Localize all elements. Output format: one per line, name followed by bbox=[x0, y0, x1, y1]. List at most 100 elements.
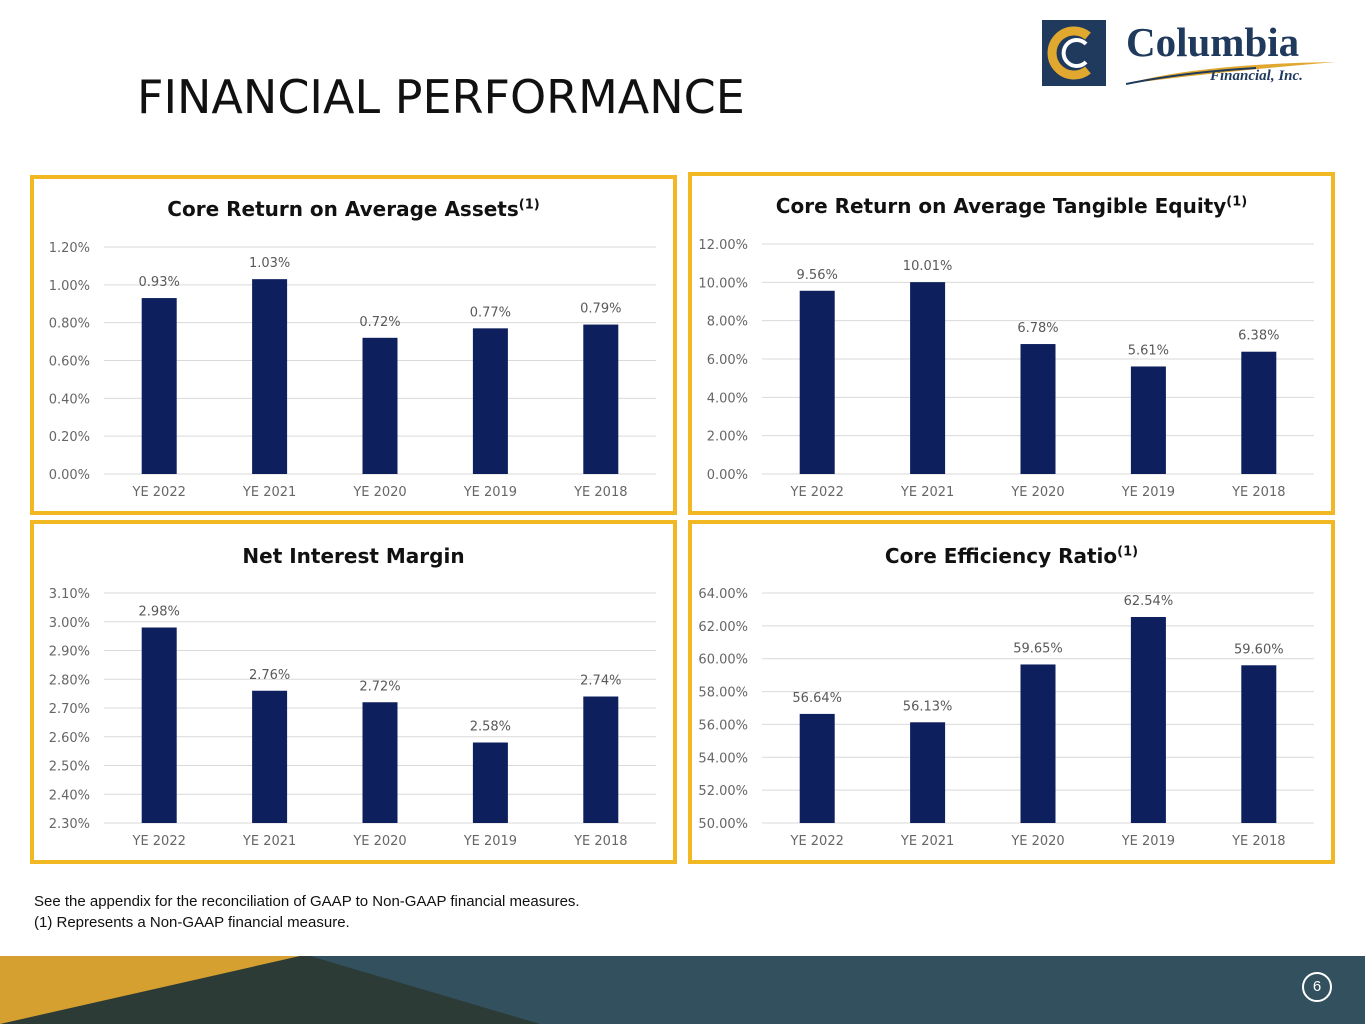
bar bbox=[252, 279, 288, 474]
data-label: 1.03% bbox=[249, 256, 290, 271]
y-tick-label: 0.80% bbox=[49, 317, 90, 332]
y-tick-label: 2.00% bbox=[707, 430, 748, 445]
bar bbox=[1241, 351, 1277, 474]
y-tick-label: 10.00% bbox=[698, 276, 748, 291]
x-tick-label: YE 2021 bbox=[242, 485, 296, 500]
data-label: 56.13% bbox=[903, 699, 953, 714]
y-tick-label: 2.90% bbox=[49, 645, 90, 660]
x-tick-label: YE 2022 bbox=[790, 834, 844, 849]
y-tick-label: 52.00% bbox=[698, 784, 748, 799]
bar bbox=[472, 328, 508, 474]
bar-chart-plot: 0.00% 0.20% 0.40% 0.60% 0.80% 1.00% 1.20% 0.93%… bbox=[49, 241, 656, 500]
bar bbox=[799, 290, 835, 474]
chart-title: Core Efficiency Ratio(1) bbox=[884, 544, 1139, 568]
y-tick-label: 1.20% bbox=[49, 241, 90, 256]
x-tick-label: YE 2020 bbox=[1010, 485, 1064, 500]
y-tick-label: 50.00% bbox=[698, 817, 748, 832]
y-tick-label: 12.00% bbox=[698, 238, 748, 253]
y-tick-label: 0.60% bbox=[49, 355, 90, 370]
x-tick-label: YE 2019 bbox=[1121, 834, 1175, 849]
data-label: 0.72% bbox=[359, 315, 400, 330]
bar bbox=[472, 742, 508, 823]
y-tick-label: 4.00% bbox=[707, 391, 748, 406]
logo-wordmark: Columbia bbox=[1126, 19, 1300, 65]
bar-chart-plot: 0.00% 2.00% 4.00% 6.00% 8.00% 10.00% 12.00% 9.5… bbox=[698, 238, 1314, 500]
y-tick-label: 0.00% bbox=[707, 468, 748, 483]
data-label: 0.93% bbox=[139, 275, 180, 290]
data-label: 0.79% bbox=[580, 302, 621, 317]
bar-chart-plot: 50.00% 52.00% 54.00% 56.00% 58.00% 60.00% 62.0… bbox=[698, 587, 1314, 849]
y-tick-label: 8.00% bbox=[707, 315, 748, 330]
data-label: 59.65% bbox=[1013, 641, 1063, 656]
bar bbox=[1241, 665, 1277, 823]
data-label: 62.54% bbox=[1124, 594, 1174, 609]
y-tick-label: 0.40% bbox=[49, 392, 90, 407]
y-tick-label: 2.50% bbox=[49, 760, 90, 775]
bar bbox=[252, 690, 288, 823]
footnotes: See the appendix for the reconciliation … bbox=[34, 891, 580, 933]
bar bbox=[910, 282, 946, 474]
y-tick-label: 64.00% bbox=[698, 587, 748, 602]
x-tick-label: YE 2022 bbox=[132, 834, 186, 849]
y-tick-label: 2.30% bbox=[49, 817, 90, 832]
x-tick-label: YE 2020 bbox=[1010, 834, 1064, 849]
y-tick-label: 56.00% bbox=[698, 718, 748, 733]
chart-core-efficiency-ratio: Core Efficiency Ratio(1) 50.00% 52.00% 54.… bbox=[688, 520, 1335, 864]
y-tick-label: 0.20% bbox=[49, 430, 90, 445]
page-title: FINANCIAL PERFORMANCE bbox=[137, 70, 745, 124]
bar bbox=[1020, 344, 1056, 474]
bar bbox=[799, 713, 835, 823]
y-tick-label: 0.00% bbox=[49, 468, 90, 483]
x-tick-label: YE 2020 bbox=[352, 485, 406, 500]
data-label: 10.01% bbox=[903, 259, 953, 274]
x-tick-label: YE 2019 bbox=[463, 834, 517, 849]
y-tick-label: 3.10% bbox=[49, 587, 90, 602]
bar bbox=[141, 627, 177, 823]
logo-subtitle: Financial, Inc. bbox=[1210, 68, 1303, 84]
y-tick-label: 54.00% bbox=[698, 751, 748, 766]
footnote-gaap: See the appendix for the reconciliation … bbox=[34, 893, 580, 910]
chart-core-rote: Core Return on Average Tangible Equity(1… bbox=[688, 172, 1335, 515]
x-tick-label: YE 2020 bbox=[352, 834, 406, 849]
bar bbox=[141, 298, 177, 474]
bar bbox=[910, 722, 946, 823]
data-label: 2.98% bbox=[139, 605, 180, 620]
bar bbox=[1130, 366, 1166, 474]
chart-title: Core Return on Average Assets(1) bbox=[167, 197, 540, 221]
data-label: 2.74% bbox=[580, 674, 621, 689]
y-tick-label: 58.00% bbox=[698, 686, 748, 701]
y-tick-label: 2.70% bbox=[49, 702, 90, 717]
y-tick-label: 2.60% bbox=[49, 731, 90, 746]
x-tick-label: YE 2018 bbox=[1231, 834, 1285, 849]
chart-title: Net Interest Margin bbox=[242, 544, 465, 568]
data-label: 5.61% bbox=[1128, 343, 1169, 358]
y-tick-label: 2.40% bbox=[49, 788, 90, 803]
columbia-emblem-icon bbox=[1042, 20, 1106, 86]
bar bbox=[1130, 616, 1166, 823]
bar bbox=[583, 696, 619, 823]
footnote-non-gaap: (1) Represents a Non-GAAP financial meas… bbox=[34, 914, 350, 931]
chart-core-roaa: Core Return on Average Assets(1) 0.00% 0.… bbox=[30, 175, 677, 515]
data-label: 56.64% bbox=[792, 691, 842, 706]
y-tick-label: 1.00% bbox=[49, 279, 90, 294]
footer-band bbox=[0, 956, 1365, 1024]
x-tick-label: YE 2021 bbox=[900, 485, 954, 500]
y-tick-label: 3.00% bbox=[49, 616, 90, 631]
bar bbox=[362, 337, 398, 474]
data-label: 6.38% bbox=[1238, 329, 1279, 344]
page-number: 6 bbox=[1302, 972, 1332, 1002]
y-tick-label: 2.80% bbox=[49, 673, 90, 688]
data-label: 59.60% bbox=[1234, 642, 1284, 657]
x-tick-label: YE 2022 bbox=[790, 485, 844, 500]
y-tick-label: 62.00% bbox=[698, 620, 748, 635]
data-label: 2.58% bbox=[470, 720, 511, 735]
x-tick-label: YE 2022 bbox=[132, 485, 186, 500]
chart-title: Core Return on Average Tangible Equity(1… bbox=[775, 194, 1248, 218]
data-label: 2.72% bbox=[359, 679, 400, 694]
data-label: 2.76% bbox=[249, 668, 290, 683]
chart-net-interest-margin: Net Interest Margin 2.30% 2.40% 2.50% 2.60%… bbox=[30, 520, 677, 864]
y-tick-label: 6.00% bbox=[707, 353, 748, 368]
x-tick-label: YE 2018 bbox=[1231, 485, 1285, 500]
data-label: 6.78% bbox=[1017, 321, 1058, 336]
bar bbox=[362, 702, 398, 823]
